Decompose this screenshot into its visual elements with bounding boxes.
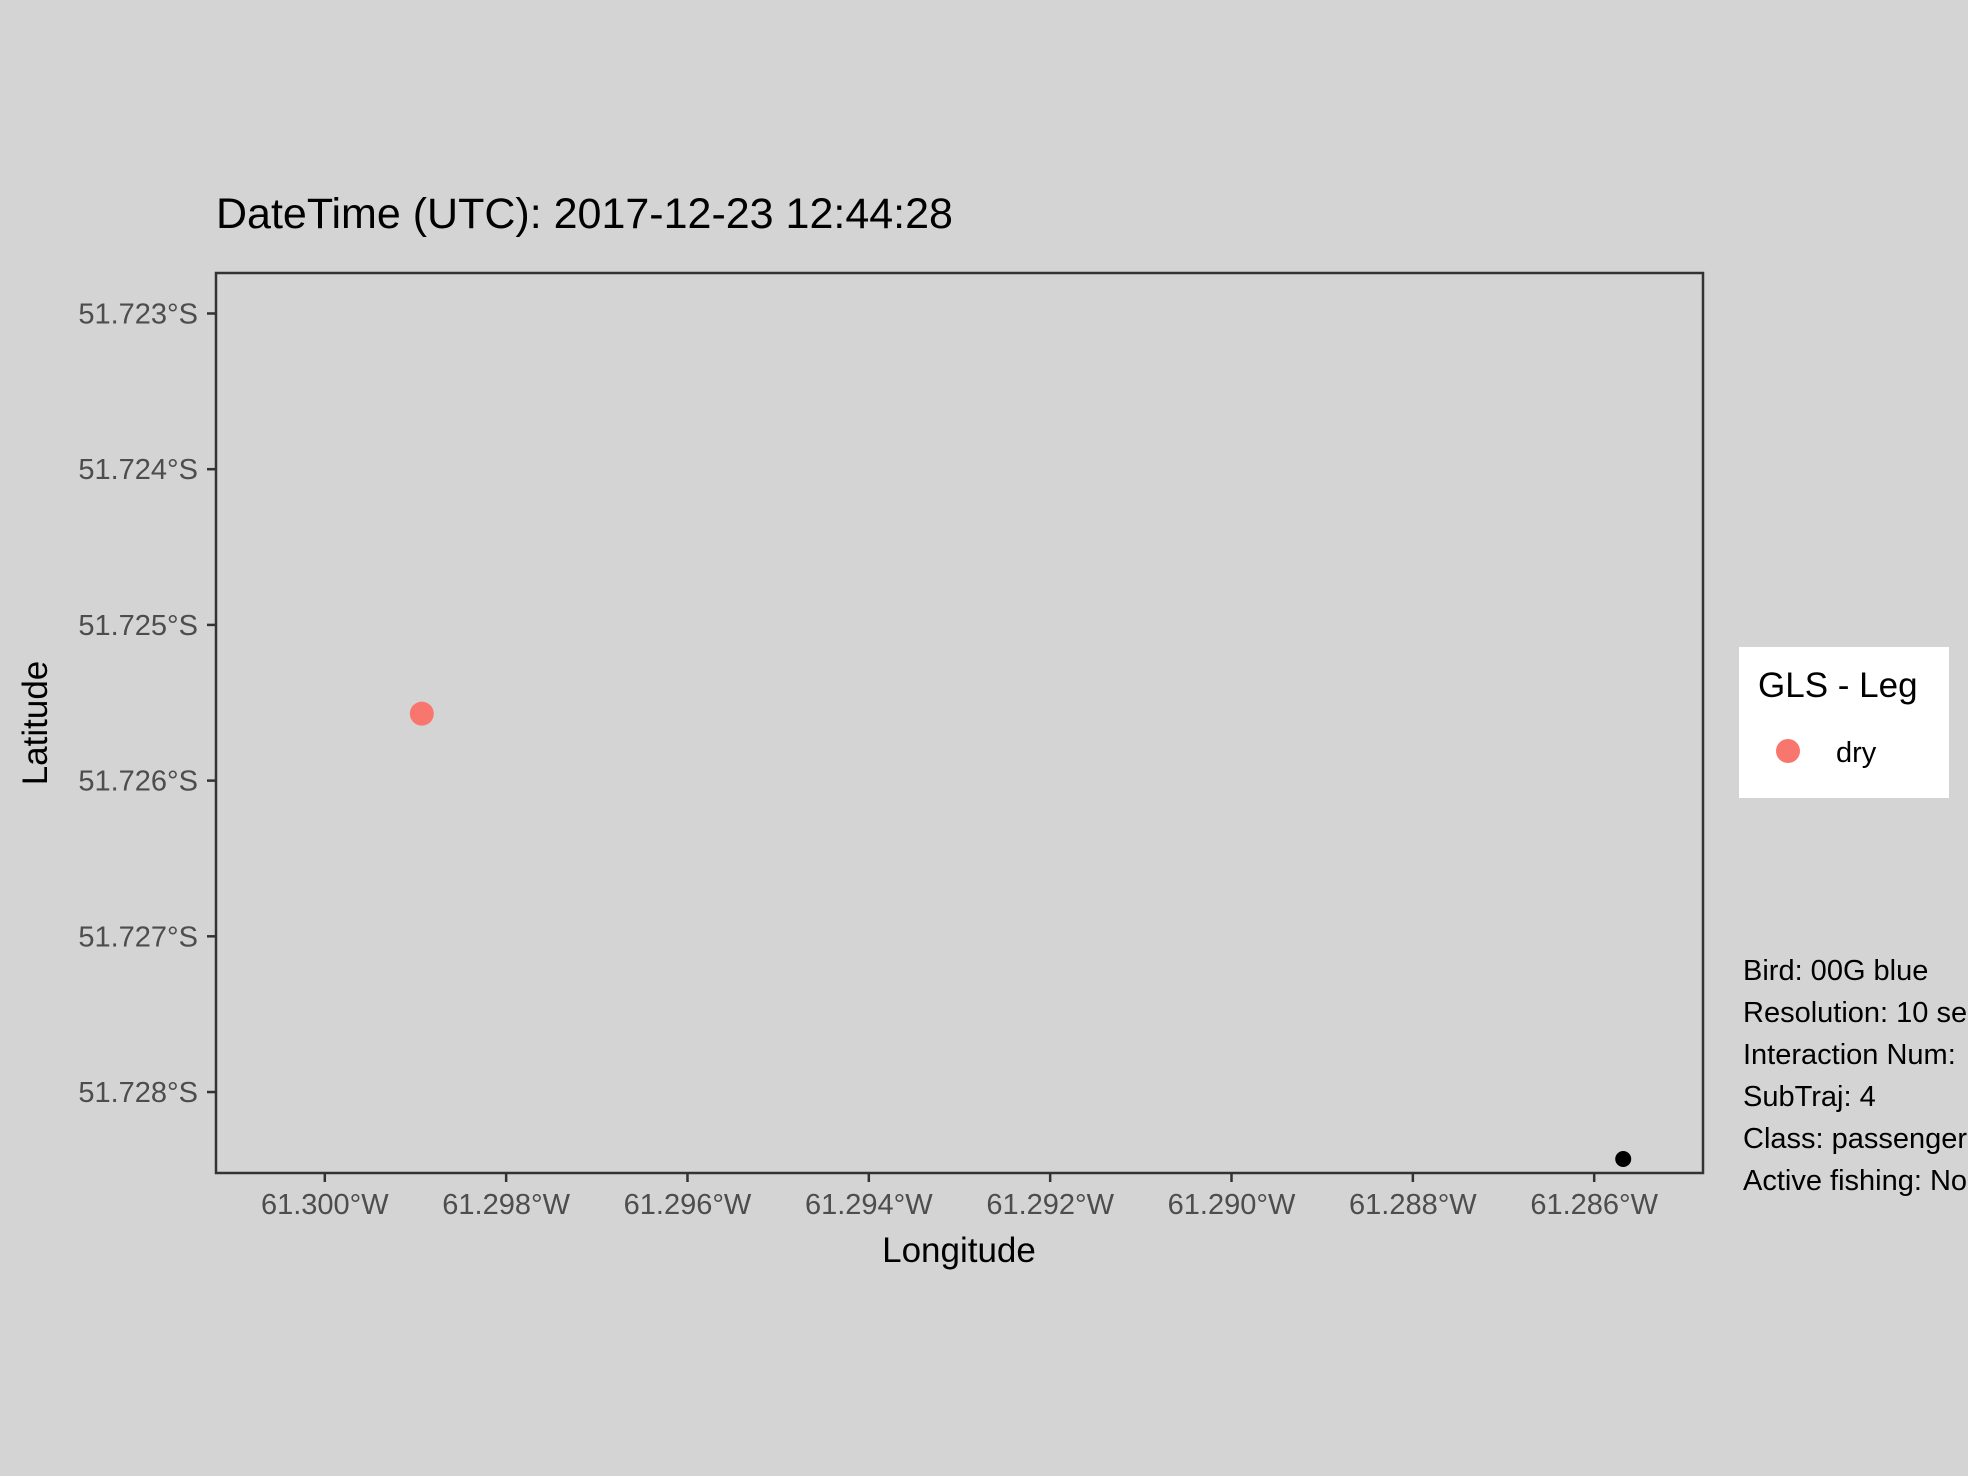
info-resolution: Resolution: 10 se: [1743, 997, 1967, 1029]
info-active-fishing: Active fishing: No: [1743, 1165, 1967, 1197]
data-points: [409, 701, 1632, 1167]
y-tick-label: 51.727°S: [78, 921, 198, 953]
y-axis: 51.723°S 51.724°S 51.725°S 51.726°S 51.727°S…: [78, 298, 216, 1109]
x-axis-title: Longitude: [882, 1231, 1036, 1270]
data-point-current: [1615, 1150, 1632, 1167]
y-tick-label: 51.725°S: [78, 610, 198, 642]
x-tick-label: 61.300°W: [261, 1189, 389, 1221]
info-interaction-num: Interaction Num:: [1743, 1039, 1956, 1071]
chart-title: DateTime (UTC): 2017-12-23 12:44:28: [216, 190, 953, 238]
x-tick-label: 61.292°W: [986, 1189, 1114, 1221]
info-bird: Bird: 00G blue: [1743, 955, 1928, 987]
data-point-dry: [409, 701, 434, 726]
y-tick-label: 51.723°S: [78, 298, 198, 330]
legend-key-dry: [1776, 739, 1800, 763]
x-tick-label: 61.296°W: [624, 1189, 752, 1221]
x-tick-label: 61.294°W: [805, 1189, 933, 1221]
x-tick-label: 61.286°W: [1530, 1189, 1658, 1221]
y-tick-label: 51.726°S: [78, 766, 198, 798]
x-axis: 61.300°W 61.298°W 61.296°W 61.294°W 61.292°W…: [261, 1173, 1659, 1221]
info-class: Class: passenger: [1743, 1123, 1967, 1155]
legend: GLS - Leg dry: [1739, 647, 1949, 798]
x-tick-label: 61.290°W: [1168, 1189, 1296, 1221]
plot-panel: [214, 271, 1705, 1175]
x-tick-label: 61.288°W: [1349, 1189, 1477, 1221]
x-tick-label: 61.298°W: [442, 1189, 570, 1221]
y-tick-label: 51.724°S: [78, 454, 198, 486]
legend-label-dry: dry: [1836, 737, 1877, 769]
legend-title: GLS - Leg: [1758, 666, 1918, 705]
info-annotations: Bird: 00G blue Resolution: 10 se Interac…: [1743, 955, 1967, 1197]
y-tick-label: 51.728°S: [78, 1077, 198, 1109]
legend-box: [1739, 647, 1949, 798]
info-subtraj: SubTraj: 4: [1743, 1081, 1876, 1113]
y-axis-title: Latitude: [16, 661, 55, 786]
